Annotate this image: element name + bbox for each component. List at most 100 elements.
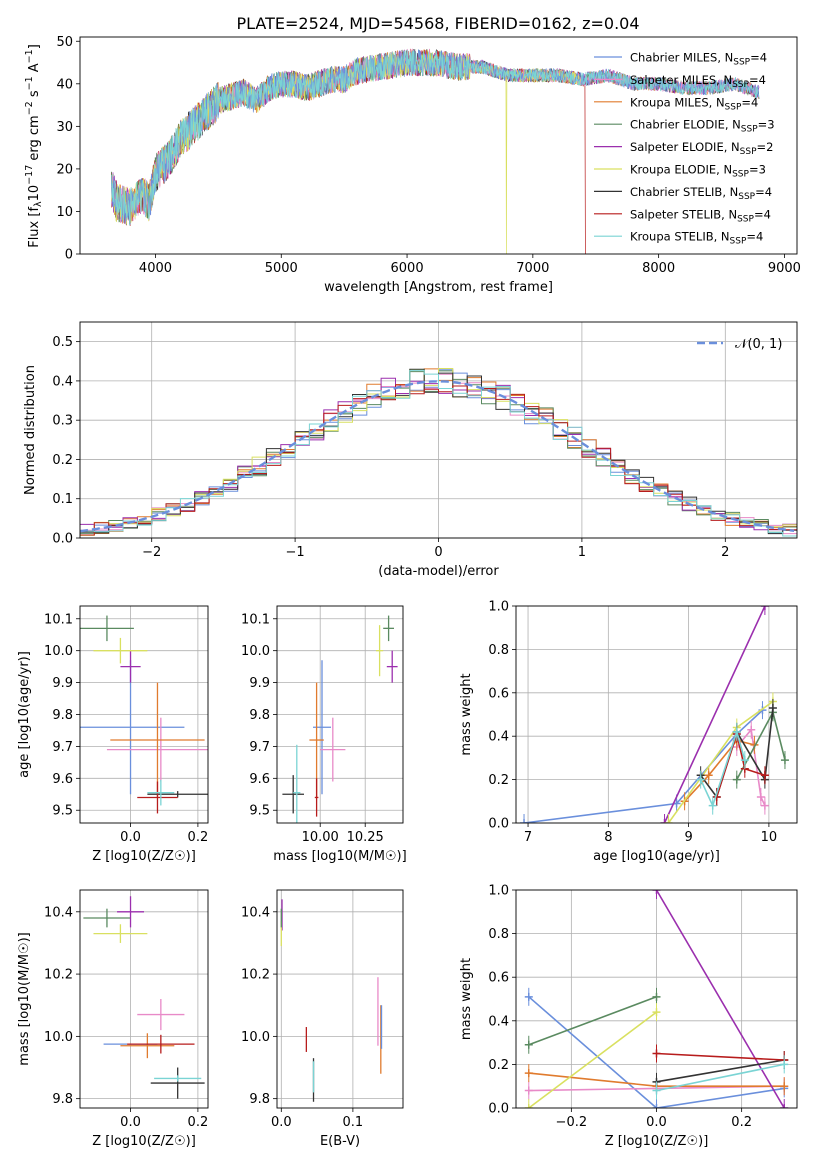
legend-subscript: SSP	[732, 170, 749, 180]
legend-label: Salpeter MILES, NSSP=4	[630, 73, 766, 90]
weight-series	[656, 1059, 785, 1083]
x-tick-label: 10.25	[347, 830, 384, 845]
y-tick-label: 10.4	[241, 905, 270, 920]
y-tick-label: 0	[65, 248, 73, 263]
legend-value: =4	[755, 185, 772, 199]
x-tick-label: 5000	[265, 261, 298, 276]
legend-value: =4	[746, 230, 763, 244]
x-tick-label: 0.2	[731, 1115, 752, 1130]
legend-label: Chabrier STELIB, NSSP=4	[630, 185, 772, 202]
x-tick-label: 0.0	[120, 1115, 141, 1130]
legend-subscript: SSP	[725, 102, 742, 112]
y-tick-label: 0.8	[488, 643, 509, 658]
x-tick-label: 1	[578, 545, 586, 560]
y-axis-label: mass weight	[459, 958, 474, 1040]
axes-frame	[79, 889, 209, 1109]
y-tick-label: 0.0	[52, 532, 73, 547]
y-axis-label: mass weight	[459, 673, 474, 755]
legend-subscript: SSP	[738, 192, 755, 202]
x-axis-label: mass [log10(M/M☉)]	[273, 849, 406, 864]
weight-series	[656, 1063, 785, 1092]
x-tick-label: −1	[286, 545, 305, 560]
residuals-panel: −2 −1 0 1 2 0.0 0.1 0.2 0.3 0.4 0.5 (data-model)/er…	[23, 321, 798, 579]
y-tick-label: 9.6	[249, 772, 270, 787]
y-axis-label: Flux [fλ10−17 erg cm−2 s−1 A−1]	[24, 44, 44, 248]
legend-subscript: SSP	[730, 237, 747, 247]
y-tick-label: 10	[56, 205, 73, 220]
age-vs-metallicity-panel: 0.0 0.2 9.5 9.6 9.7 9.8 9.9 10.0 10.1 Z [log10(Z/…	[17, 605, 209, 864]
legend-label: 𝒩(0, 1)	[735, 337, 782, 352]
x-axis-label: E(B-V)	[320, 1134, 360, 1149]
label-part: −1	[24, 76, 35, 90]
y-axis-label: Normed distribution	[23, 365, 38, 495]
y-axis-label: mass [log10(M/M☉)]	[17, 932, 32, 1065]
y-tick-label: 0.6	[488, 971, 509, 986]
y-tick-label: 0.0	[488, 1102, 509, 1117]
legend-value: =3	[749, 163, 766, 177]
axes-frame	[79, 36, 798, 255]
y-tick-label: 9.7	[249, 740, 270, 755]
x-tick-label: 2	[721, 545, 729, 560]
y-tick-label: 0.0	[488, 817, 509, 832]
legend-subscript: SSP	[733, 58, 750, 68]
x-tick-label: 9	[684, 830, 692, 845]
plot-area	[520, 606, 789, 823]
y-tick-label: 50	[56, 35, 73, 50]
y-tick-label: 9.9	[52, 676, 73, 691]
age-vs-mass-panel: 10.00 10.25 9.5 9.6 9.7 9.8 9.9 10.0 10.1 mass [l…	[241, 605, 407, 864]
label-part: 10	[27, 185, 42, 202]
axes-frame	[79, 321, 798, 539]
plot-area	[524, 890, 789, 1108]
x-axis-label: Z [log10(Z/Z☉)]	[92, 1134, 196, 1149]
x-tick-label: 0.0	[271, 1115, 292, 1130]
axes-frame	[276, 889, 404, 1109]
legend-value: =4	[754, 207, 771, 221]
weight-series	[684, 739, 755, 802]
legend-subscript: SSP	[732, 80, 749, 90]
mass-vs-reddening-panel: 0.0 0.1 9.8 10.0 10.2 10.4 E(B-V)	[241, 889, 404, 1149]
x-axis-label: Z [log10(Z/Z☉)]	[605, 1134, 709, 1149]
axes-frame	[276, 605, 404, 824]
weight-series	[656, 1052, 785, 1061]
x-tick-label: 7000	[516, 261, 549, 276]
weight-vs-age-panel: 7 8 9 10 0.0 0.2 0.4 0.6 0.8 1.0 age [log10(age/yr…	[459, 600, 798, 864]
y-tick-label: 0.4	[488, 1014, 509, 1029]
y-axis-label: age [log10(age/yr)]	[17, 651, 32, 778]
y-tick-label: 9.6	[52, 772, 73, 787]
x-tick-label: 0.0	[120, 830, 141, 845]
legend-value: =4	[749, 73, 766, 87]
legend-label: Kroupa ELODIE, NSSP=3	[630, 163, 766, 180]
y-tick-label: 9.8	[52, 1092, 73, 1107]
spectrum-series	[111, 49, 760, 226]
plot-area	[111, 48, 760, 254]
x-axis-label: Z [log10(Z/Z☉)]	[92, 849, 196, 864]
y-tick-label: 40	[56, 77, 73, 92]
y-tick-label: 1.0	[488, 884, 509, 899]
x-tick-label: 8	[604, 830, 612, 845]
label-part: λ	[33, 201, 44, 207]
y-tick-label: 10.4	[44, 905, 73, 920]
x-tick-label: 0.0	[646, 1115, 667, 1130]
weight-series	[655, 890, 785, 1108]
label-part: s	[27, 90, 42, 101]
weight-vs-metallicity-panel: −0.2 0.0 0.2 0.0 0.2 0.4 0.6 0.8 1.0 Z [log10(Z/Z…	[459, 884, 798, 1149]
y-tick-label: 10.0	[44, 1030, 73, 1045]
y-tick-label: 10.1	[44, 612, 73, 627]
x-tick-label: 6000	[391, 261, 424, 276]
axes-frame	[515, 605, 798, 824]
mass-vs-metallicity-panel: 0.0 0.2 9.8 10.0 10.2 10.4 Z [log10(Z/Z☉)] mass…	[17, 889, 209, 1149]
y-tick-label: 0.4	[52, 374, 73, 389]
legend-subscript: SSP	[741, 125, 758, 135]
x-axis-label: age [log10(age/yr)]	[593, 849, 720, 864]
y-tick-label: 10.0	[241, 1030, 270, 1045]
x-tick-label: 10.00	[302, 830, 339, 845]
plot-area	[280, 899, 383, 1102]
plot-area	[80, 368, 797, 537]
figure-title: PLATE=2524, MJD=54568, FIBERID=0162, z=0…	[236, 14, 639, 33]
x-tick-label: 4000	[139, 261, 172, 276]
y-tick-label: 9.8	[249, 708, 270, 723]
y-tick-label: 10.2	[241, 968, 270, 983]
legend-label: Salpeter ELODIE, NSSP=2	[630, 140, 773, 157]
y-tick-label: 0.6	[488, 686, 509, 701]
